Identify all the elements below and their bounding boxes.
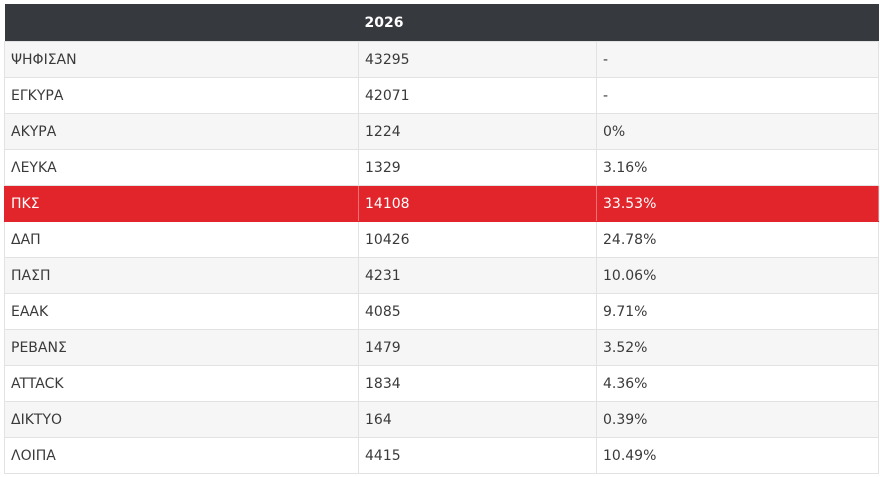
row-percent: 3.16%: [596, 149, 879, 186]
row-votes: 10426: [358, 221, 597, 258]
row-label: ATTACK: [4, 365, 359, 402]
row-votes: 4231: [358, 257, 597, 294]
row-percent: 10.06%: [596, 257, 879, 294]
row-percent: -: [596, 41, 879, 78]
row-label: ΕΑΑΚ: [4, 293, 359, 330]
row-label: ΛΟΙΠΑ: [4, 437, 359, 474]
table-row: ΕΓΚΥΡΑ 42071 -: [4, 77, 879, 114]
header-row: 2026: [4, 4, 879, 42]
table-row: ΕΑΑΚ 4085 9.71%: [4, 293, 879, 330]
row-label: ΨΗΦΙΣΑΝ: [4, 41, 359, 78]
row-percent: 0.39%: [596, 401, 879, 438]
table-row: ΔΑΠ 10426 24.78%: [4, 221, 879, 258]
row-percent: -: [596, 77, 879, 114]
table-row: ΡΕΒΑΝΣ 1479 3.52%: [4, 329, 879, 366]
row-votes: 1479: [358, 329, 597, 366]
row-votes: 164: [358, 401, 597, 438]
row-label: ΛΕΥΚΑ: [4, 149, 359, 186]
table-row: ΛΕΥΚΑ 1329 3.16%: [4, 149, 879, 186]
row-votes: 1329: [358, 149, 597, 186]
row-label: ΠΑΣΠ: [4, 257, 359, 294]
table-row: ΛΟΙΠΑ 4415 10.49%: [4, 437, 879, 474]
table-row: ΑΚΥΡΑ 1224 0%: [4, 113, 879, 150]
table-row: ΨΗΦΙΣΑΝ 43295 -: [4, 41, 879, 78]
row-label: ΑΚΥΡΑ: [4, 113, 359, 150]
row-percent: 10.49%: [596, 437, 879, 474]
row-votes: 43295: [358, 41, 597, 78]
results-table: 2026 ΨΗΦΙΣΑΝ 43295 - ΕΓΚΥΡΑ 42071 - ΑΚΥΡ…: [4, 4, 879, 474]
row-percent: 3.52%: [596, 329, 879, 366]
row-label: ΕΓΚΥΡΑ: [4, 77, 359, 114]
table-row: ΠΑΣΠ 4231 10.06%: [4, 257, 879, 294]
row-percent: 24.78%: [596, 221, 879, 258]
row-label: ΡΕΒΑΝΣ: [4, 329, 359, 366]
row-label: ΔΙΚΤΥΟ: [4, 401, 359, 438]
row-votes: 1224: [358, 113, 597, 150]
row-percent: 33.53%: [596, 185, 879, 222]
table-row: ATTACK 1834 4.36%: [4, 365, 879, 402]
row-percent: 4.36%: [596, 365, 879, 402]
row-votes: 4415: [358, 437, 597, 474]
table-row-highlighted: ΠΚΣ 14108 33.53%: [4, 185, 879, 222]
row-votes: 14108: [358, 185, 597, 222]
row-percent: 0%: [596, 113, 879, 150]
header-year: 2026: [358, 4, 597, 42]
row-label: ΔΑΠ: [4, 221, 359, 258]
row-percent: 9.71%: [596, 293, 879, 330]
row-votes: 42071: [358, 77, 597, 114]
table-row: ΔΙΚΤΥΟ 164 0.39%: [4, 401, 879, 438]
header-label-col: [4, 4, 359, 42]
header-pct-col: [596, 4, 879, 42]
row-label: ΠΚΣ: [4, 185, 359, 222]
row-votes: 4085: [358, 293, 597, 330]
row-votes: 1834: [358, 365, 597, 402]
